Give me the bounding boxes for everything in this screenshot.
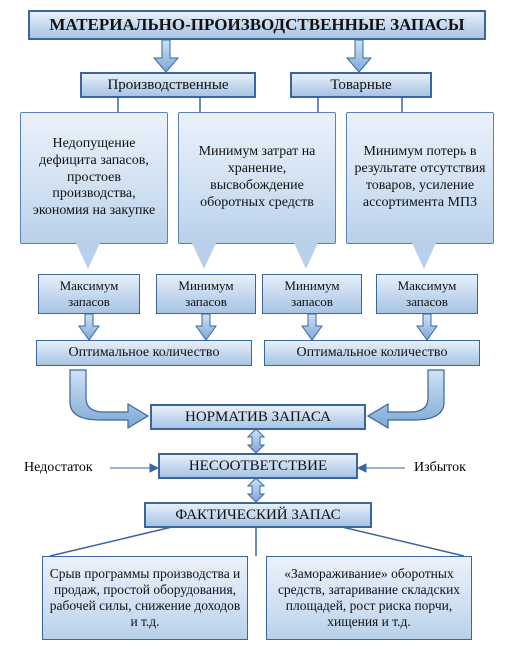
center-norm: НОРМАТИВ ЗАПАСА [150, 404, 366, 430]
title-box: МАТЕРИАЛЬНО-ПРОИЗВОДСТВЕННЫЕ ЗАПАСЫ [28, 10, 486, 40]
optimal-left: Оптимальное количество [36, 340, 252, 366]
minmax-3: Минимум запасов [262, 274, 362, 314]
callout-3: Минимум потерь в результате отсутствия т… [346, 112, 494, 244]
result-right: «Замораживание» оборотных средств, затар… [266, 556, 472, 640]
callout-tail-2b [294, 243, 318, 269]
optimal-right: Оптимальное количество [264, 340, 480, 366]
category-left: Производственные [80, 72, 256, 98]
category-right: Товарные [290, 72, 432, 98]
minmax-4: Максимум запасов [376, 274, 478, 314]
callout-2: Минимум затрат на хранение, высвобождени… [178, 112, 336, 244]
callout-tail-1 [76, 243, 100, 269]
result-left: Срыв программы производства и продаж, пр… [42, 556, 248, 640]
center-mismatch: НЕСООТВЕТСТВИЕ [158, 453, 358, 479]
center-actual: ФАКТИЧЕСКИЙ ЗАПАС [144, 502, 372, 528]
arrows-layer [0, 0, 513, 649]
diagram-canvas: МАТЕРИАЛЬНО-ПРОИЗВОДСТВЕННЫЕ ЗАПАСЫ Прои… [0, 0, 513, 649]
minmax-2: Минимум запасов [156, 274, 256, 314]
label-surplus: Избыток [414, 460, 466, 476]
minmax-arrows [0, 0, 513, 649]
minmax-1: Максимум запасов [38, 274, 140, 314]
callout-tail-3 [412, 243, 436, 269]
callout-1: Недопущение дефицита запасов, простоев п… [20, 112, 168, 244]
callout-tail-2a [192, 243, 216, 269]
label-shortage: Недостаток [24, 460, 93, 476]
